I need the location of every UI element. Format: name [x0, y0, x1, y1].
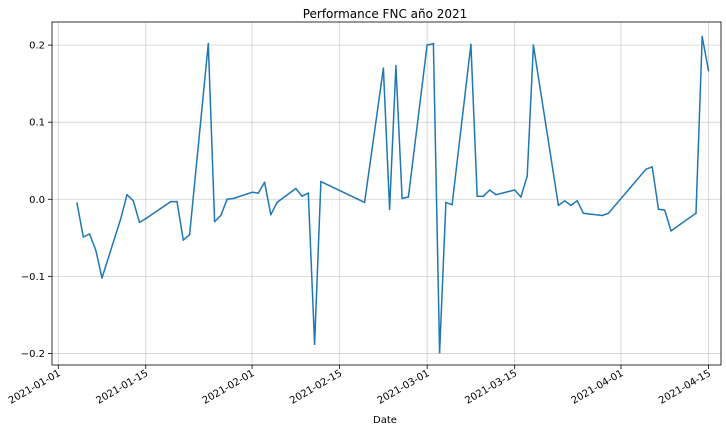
data-point: [388, 208, 391, 211]
plot-area-frame: [51, 21, 722, 366]
data-point: [707, 69, 710, 72]
data-point: [663, 209, 666, 211]
data-point: [526, 175, 528, 177]
data-point: [101, 277, 103, 279]
y-tick-label: 0.2: [29, 41, 45, 52]
chart-title: Performance FNC año 2021: [303, 7, 468, 21]
data-point: [445, 201, 447, 204]
data-point: [313, 343, 316, 346]
data-point: [145, 217, 147, 220]
data-point: [295, 187, 297, 190]
data-point: [126, 193, 128, 196]
x-tick-label: 2021-02-01: [201, 368, 257, 407]
data-point: [176, 200, 178, 203]
data-point: [395, 65, 397, 67]
data-point: [407, 196, 410, 198]
data-point: [188, 233, 191, 236]
data-point: [170, 200, 172, 203]
data-point: [495, 193, 497, 196]
data-point: [701, 35, 703, 38]
data-point: [651, 166, 653, 168]
data-point: [470, 43, 472, 46]
data-point: [270, 213, 272, 216]
data-point: [182, 239, 185, 241]
data-point: [451, 203, 453, 206]
data-point: [557, 204, 560, 207]
x-tick-label: 2021-03-15: [463, 368, 519, 407]
series-layer: [76, 35, 710, 354]
y-tick-label: −0.1: [21, 272, 45, 283]
data-point: [482, 195, 485, 197]
data-point: [432, 42, 435, 45]
data-point: [476, 195, 479, 197]
x-axis-label: Date: [373, 415, 397, 426]
data-point: [88, 233, 91, 235]
x-tick-label: 2021-01-15: [94, 368, 150, 407]
y-tick-label: −0.2: [21, 349, 45, 360]
y-tick-label: 0.1: [29, 118, 45, 129]
data-point: [695, 212, 697, 214]
data-point: [657, 208, 660, 211]
data-point: [426, 44, 428, 46]
data-point: [401, 197, 403, 200]
data-point: [251, 191, 253, 194]
x-tick-label: 2021-04-01: [570, 368, 626, 407]
data-point: [570, 204, 572, 207]
data-point: [307, 192, 310, 194]
x-tick-label: 2021-04-15: [657, 368, 713, 407]
data-point: [263, 181, 266, 184]
data-point: [382, 67, 385, 69]
data-point: [82, 236, 85, 238]
data-point: [226, 198, 228, 201]
x-axis: 2021-01-01 2021-01-15 2021-02-01 2021-02-15…: [7, 365, 713, 407]
data-point: [213, 220, 216, 223]
data-point: [257, 192, 260, 194]
data-point: [76, 202, 78, 204]
data-point: [488, 189, 491, 191]
data-point: [363, 201, 366, 204]
data-point: [607, 212, 610, 214]
data-point: [220, 214, 222, 217]
data-point: [576, 200, 578, 202]
x-tick-label: 2021-01-01: [7, 368, 63, 407]
data-point: [532, 44, 535, 46]
data-point: [563, 200, 566, 202]
data-point: [645, 168, 647, 170]
data-point: [232, 197, 235, 200]
data-point: [301, 195, 303, 197]
data-point: [120, 217, 122, 220]
y-tick-label: 0.0: [29, 195, 45, 206]
data-point: [132, 200, 135, 202]
data-point: [520, 196, 522, 198]
data-point: [138, 221, 141, 224]
y-axis: −0.2 −0.1 0.0 0.1 0.2: [21, 41, 52, 360]
data-point: [276, 201, 278, 204]
x-tick-label: 2021-02-15: [288, 368, 344, 407]
series-line: [76, 35, 710, 354]
data-point: [320, 180, 322, 183]
grid: [52, 22, 721, 365]
data-point: [438, 351, 441, 354]
data-point: [670, 230, 672, 232]
data-point: [95, 249, 97, 251]
data-point: [207, 42, 210, 45]
data-point: [582, 212, 585, 214]
x-tick-label: 2021-03-01: [376, 368, 432, 407]
data-point: [601, 214, 603, 217]
data-point: [513, 189, 516, 191]
